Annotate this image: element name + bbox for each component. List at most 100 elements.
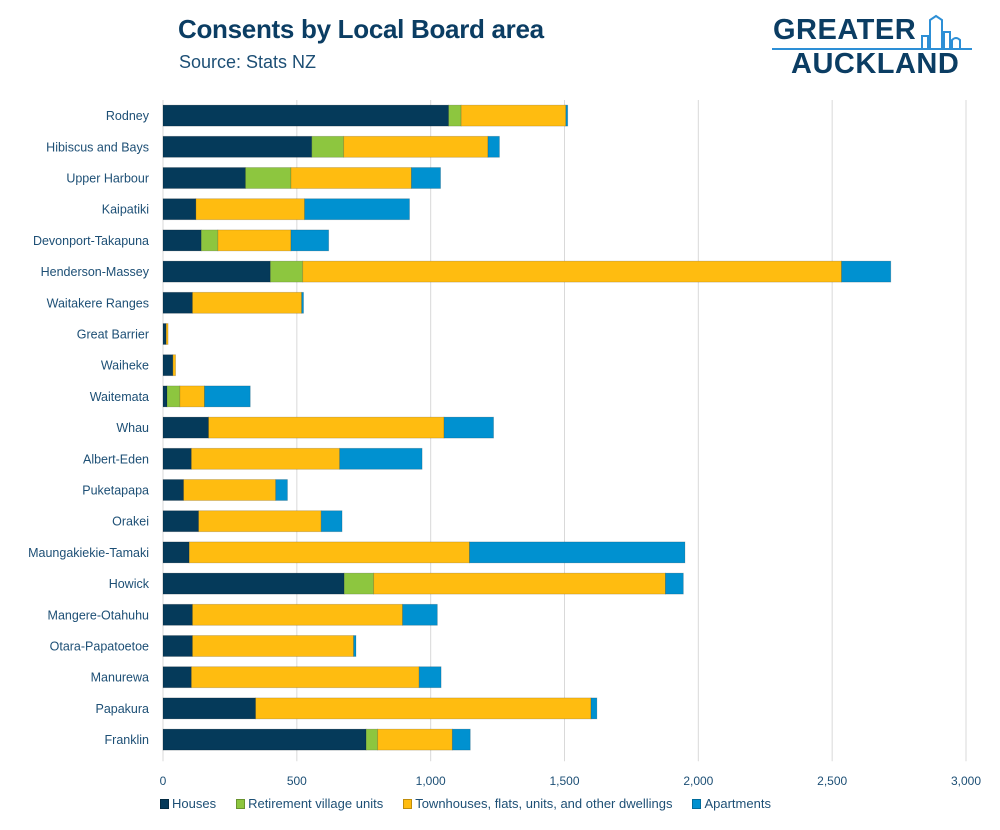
bar-segment-apartments [841,260,892,283]
x-tick-label: 3,000 [951,774,981,788]
category-label: Great Barrier [77,328,149,342]
bar-segment-townhouses [192,291,303,314]
bar-segment-retirement [200,229,219,252]
x-tick-label: 1,000 [416,774,446,788]
bar-segment-apartments [590,697,598,720]
category-label: Puketapapa [82,484,149,498]
bar-segment-retirement [365,728,379,751]
category-label: Kaipatiki [102,203,149,217]
category-label: Franklin [105,733,150,747]
bar-segment-townhouses [188,541,470,564]
bar-segment-houses [162,697,257,720]
category-label: Otara-Papatoetoe [50,640,149,654]
category-label: Waitakere Ranges [47,296,149,310]
bar-segment-apartments [469,541,686,564]
bar-segment-apartments [443,416,494,439]
bar-segment-houses [162,416,209,439]
bar-segment-apartments [565,104,569,127]
x-tick-label: 2,000 [683,774,713,788]
bar-segment-houses [162,728,367,751]
bar-segment-townhouses [377,728,453,751]
bar-segment-apartments [290,229,330,252]
bar-segment-apartments [301,291,304,314]
legend-swatch [692,798,702,809]
category-label: Howick [109,577,150,591]
bar-segment-houses [162,291,193,314]
bar-segment-houses [162,385,168,408]
category-label: Papakura [95,702,149,716]
bar-segment-apartments [353,635,357,657]
category-label: Henderson-Massey [41,265,150,279]
bars [162,104,892,751]
category-label: Whau [116,421,149,435]
bar-segment-apartments [204,385,251,408]
bar-segment-houses [162,198,197,221]
bar-segment-townhouses [217,229,292,252]
bar-segment-townhouses [165,323,169,345]
category-label: Albert-Eden [83,452,149,466]
bar-segment-houses [162,572,345,595]
bar-segment-apartments [304,198,410,221]
bar-segment-houses [162,635,193,657]
bar-segment-townhouses [198,510,322,533]
bar-segment-townhouses [183,479,277,501]
category-label: Manurewa [91,671,149,685]
x-tick-label: 1,500 [549,774,579,788]
category-label: Orakei [112,515,149,529]
legend-swatch [403,798,413,809]
legend-label: Apartments [704,796,771,811]
bar-segment-retirement [269,260,304,283]
category-label: Hibiscus and Bays [46,140,149,154]
category-label: Waitemata [90,390,149,404]
bar-segment-townhouses [255,697,592,720]
bar-segment-houses [162,510,199,533]
greater-auckland-logo: GREATER AUCKLAND [770,14,975,82]
x-tick-label: 0 [160,774,167,788]
legend-item: Houses [160,796,216,811]
legend-label: Houses [172,796,217,811]
category-label: Rodney [106,109,150,123]
x-tick-label: 2,500 [817,774,847,788]
chart-title: Consents by Local Board area [178,14,544,44]
value-axis-tick-labels: 0 500 1,000 1,500 2,000 2,500 3,000 [160,774,982,788]
x-tick-label: 500 [287,774,307,788]
bar-segment-houses [162,104,450,127]
legend-swatch [236,798,246,809]
legend-item: Retirement village units [236,796,383,811]
bar-segment-houses [162,167,246,189]
bar-segment-houses [162,603,193,626]
bar-segment-townhouses [190,666,420,689]
bar-segment-houses [162,666,192,689]
bar-segment-apartments [320,510,343,533]
logo-text-auckland: AUCKLAND [791,48,960,80]
bar-segment-apartments [410,167,441,189]
bar-segment-retirement [448,104,462,127]
category-label: Maungakiekie-Tamaki [28,546,149,560]
bar-segment-townhouses [343,135,489,158]
chart-legend: Houses Retirement village units Townhouses… [160,796,771,811]
category-label: Upper Harbour [66,172,149,186]
bar-segment-townhouses [290,167,412,189]
bar-segment-apartments [275,479,288,501]
legend-item: Townhouses, flats, units, and other dwel… [403,796,672,811]
bar-segment-houses [162,479,185,501]
legend-item: Apartments [692,796,771,811]
bar-segment-townhouses [460,104,567,127]
stacked-bar-chart: Rodney Hibiscus and Bays Upper Harbour Kaip… [28,100,982,788]
bar-segment-apartments [451,728,471,751]
bar-segment-townhouses [190,447,341,470]
bar-segment-townhouses [192,635,354,657]
legend-swatch [160,798,169,809]
bar-segment-houses [162,541,190,564]
bar-segment-retirement [343,572,375,595]
bar-segment-houses [162,447,192,470]
bar-segment-retirement [245,167,292,189]
bar-segment-retirement [166,385,181,408]
bar-segment-apartments [418,666,442,689]
bar-segment-retirement [311,135,345,158]
bar-segment-houses [162,323,167,345]
bar-segment-apartments [402,603,438,626]
legend-label: Townhouses, flats, units, and other dwel… [415,796,673,811]
bar-segment-houses [162,260,271,283]
chart-subtitle: Source: Stats NZ [179,52,317,72]
